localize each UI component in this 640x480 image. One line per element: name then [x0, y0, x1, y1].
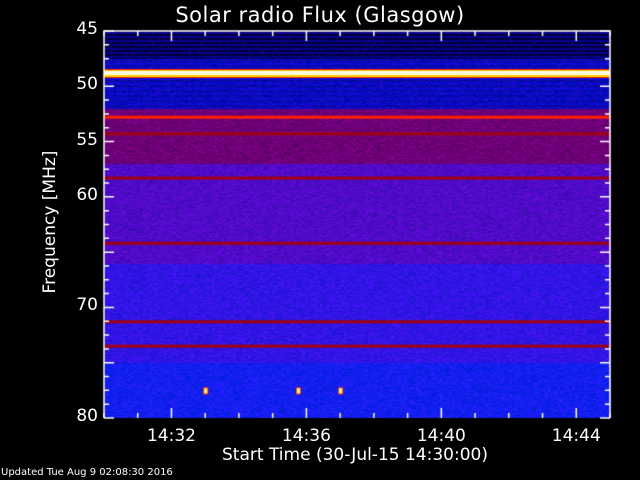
y-tick-label: 45	[76, 19, 98, 39]
chart-title: Solar radio Flux (Glasgow)	[175, 3, 465, 27]
x-tick-label: 14:44	[551, 426, 601, 446]
y-tick-label: 50	[76, 74, 98, 95]
y-tick-label: 80	[76, 406, 98, 426]
y-tick-label: 70	[76, 295, 98, 316]
x-tick-label: 14:40	[416, 426, 466, 446]
y-tick-label: 60	[76, 184, 98, 205]
y-tick-label: 55	[76, 129, 98, 150]
x-axis-label: Start Time (30-Jul-15 14:30:00)	[222, 445, 488, 465]
updated-timestamp: Updated Tue Aug 9 02:08:30 2016	[1, 467, 173, 478]
x-tick-label: 14:32	[146, 426, 196, 446]
x-tick-label: 14:36	[281, 426, 331, 446]
y-axis-label: Frequency [MHz]	[40, 150, 60, 294]
